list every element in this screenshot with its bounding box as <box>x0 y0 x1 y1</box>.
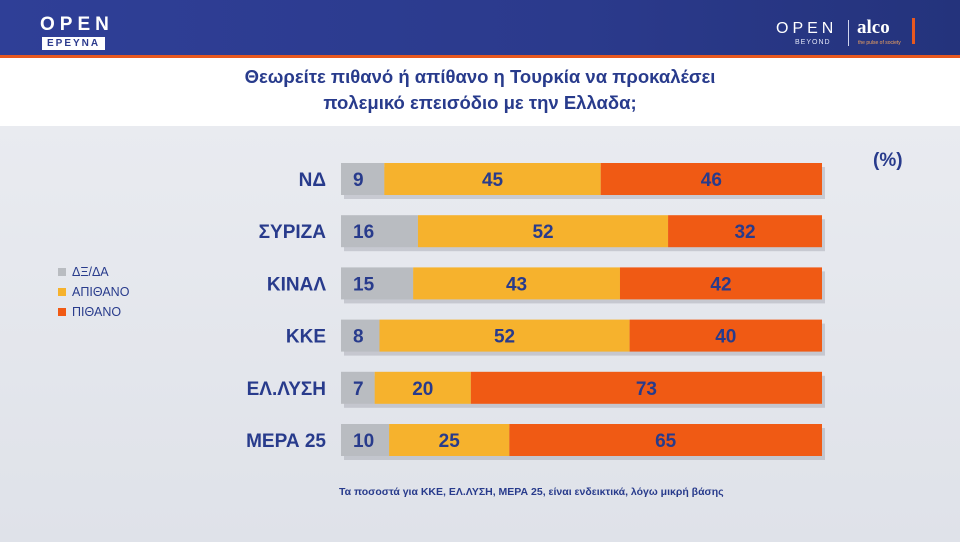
bar-segment-dk <box>341 371 375 404</box>
bar-segment-unlikely <box>374 371 471 404</box>
title-band <box>0 58 960 126</box>
legend-label-dk: ΔΞ/ΔΑ <box>72 265 109 279</box>
bar-segment-unlikely <box>389 424 510 456</box>
bar-segment-unlikely <box>379 319 630 352</box>
logo-accent-bar <box>912 18 915 44</box>
data-label-unlikely: 45 <box>482 170 504 191</box>
data-label-dk: 9 <box>353 170 364 191</box>
legend: ΔΞ/ΔΑ ΑΠΙΘΑΝΟ ΠΙΘΑΝΟ <box>58 262 129 322</box>
bar-segment-likely <box>509 424 822 456</box>
logo-divider <box>848 20 849 46</box>
legend-item-dk: ΔΞ/ΔΑ <box>58 262 129 282</box>
bar-segment-likely <box>619 267 822 300</box>
footnote: Τα ποσοστά για ΚΚΕ, ΕΛ.ΛΥΣΗ, ΜΕΡΑ 25, εί… <box>339 486 724 498</box>
data-label-unlikely: 52 <box>532 222 553 243</box>
legend-label-likely: ΠΙΘΑΝΟ <box>72 305 122 319</box>
chart-title: Θεωρείτε πιθανό ή απίθανο η Τουρκία να π… <box>0 64 960 116</box>
data-label-dk: 8 <box>353 327 364 348</box>
data-label-dk: 15 <box>353 274 375 295</box>
data-label-unlikely: 52 <box>494 327 515 348</box>
bar-segment-likely <box>470 371 822 404</box>
category-label: ΣΥΡΙΖΑ <box>259 222 327 243</box>
data-label-dk: 10 <box>353 431 374 452</box>
header-bar: OPEN ΕΡΕΥΝΑ OPEN BEYOND alco the pulse o… <box>0 0 960 57</box>
legend-swatch-unlikely <box>58 288 66 296</box>
bar-segment-dk <box>341 319 380 352</box>
data-label-likely: 42 <box>710 274 731 295</box>
open-logo-subtitle: ΕΡΕΥΝΑ <box>42 37 106 50</box>
data-label-dk: 7 <box>353 379 364 400</box>
data-label-likely: 65 <box>655 431 677 452</box>
category-label: ΝΔ <box>299 170 326 191</box>
legend-label-unlikely: ΑΠΙΘΑΝΟ <box>72 285 130 299</box>
data-label-likely: 73 <box>636 379 657 400</box>
bar-segment-dk <box>341 267 414 300</box>
open-logo: OPEN <box>40 14 114 35</box>
bar-segment-dk <box>341 215 418 248</box>
bar-segment-unlikely <box>413 267 620 300</box>
data-label-unlikely: 20 <box>412 379 433 400</box>
category-label: ΚΚΕ <box>286 327 326 348</box>
open-beyond-logo: OPEN <box>776 20 838 37</box>
data-label-unlikely: 43 <box>506 274 527 295</box>
legend-swatch-likely <box>58 308 66 316</box>
category-label: ΕΛ.ΛΥΣΗ <box>247 379 326 400</box>
bar-segment-likely <box>629 319 822 352</box>
data-label-dk: 16 <box>353 222 374 243</box>
legend-item-likely: ΠΙΘΑΝΟ <box>58 302 129 322</box>
alco-tagline: the pulse of society <box>858 40 901 46</box>
alco-logo: alco <box>857 17 890 38</box>
data-label-likely: 32 <box>734 222 755 243</box>
data-label-unlikely: 25 <box>439 431 461 452</box>
header-accent-line <box>0 55 960 58</box>
bar-segment-unlikely <box>417 215 669 248</box>
unit-label: (%) <box>873 150 903 171</box>
legend-item-unlikely: ΑΠΙΘΑΝΟ <box>58 282 129 302</box>
chart-title-line2: πολεμικό επεισόδιο με την Ελλαδα; <box>323 92 637 113</box>
data-label-likely: 40 <box>715 327 736 348</box>
data-label-likely: 46 <box>701 170 722 191</box>
bar-segment-likely <box>600 163 822 195</box>
bar-segment-unlikely <box>384 163 601 195</box>
chart-title-line1: Θεωρείτε πιθανό ή απίθανο η Τουρκία να π… <box>244 66 716 87</box>
bar-segment-likely <box>668 215 822 248</box>
category-label: ΚΙΝΑΛ <box>267 274 326 295</box>
legend-swatch-dk <box>58 268 66 276</box>
bar-segment-dk <box>341 163 385 195</box>
bar-segment-dk <box>341 424 390 456</box>
category-label: ΜΕΡΑ 25 <box>246 431 326 452</box>
open-beyond-tagline: BEYOND <box>795 39 831 46</box>
